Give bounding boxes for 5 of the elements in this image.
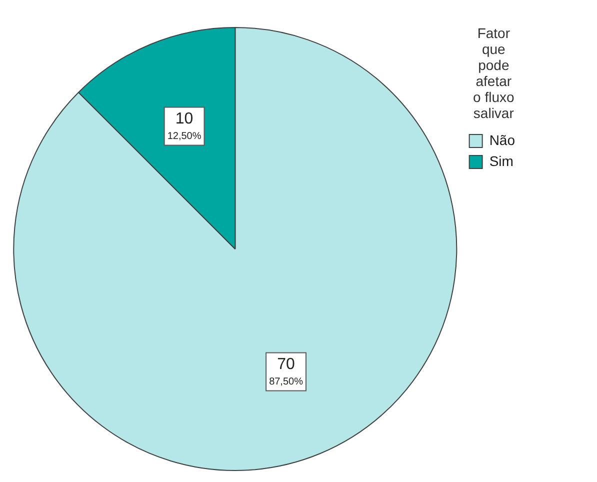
data-label: 10 12,50% (167, 110, 202, 142)
legend-label: Sim (489, 152, 514, 169)
data-label: 70 87,50% (269, 356, 304, 388)
legend-title: Fator que pode afetar o fluxo salivar (473, 24, 514, 121)
legend-label: Não (489, 132, 516, 148)
